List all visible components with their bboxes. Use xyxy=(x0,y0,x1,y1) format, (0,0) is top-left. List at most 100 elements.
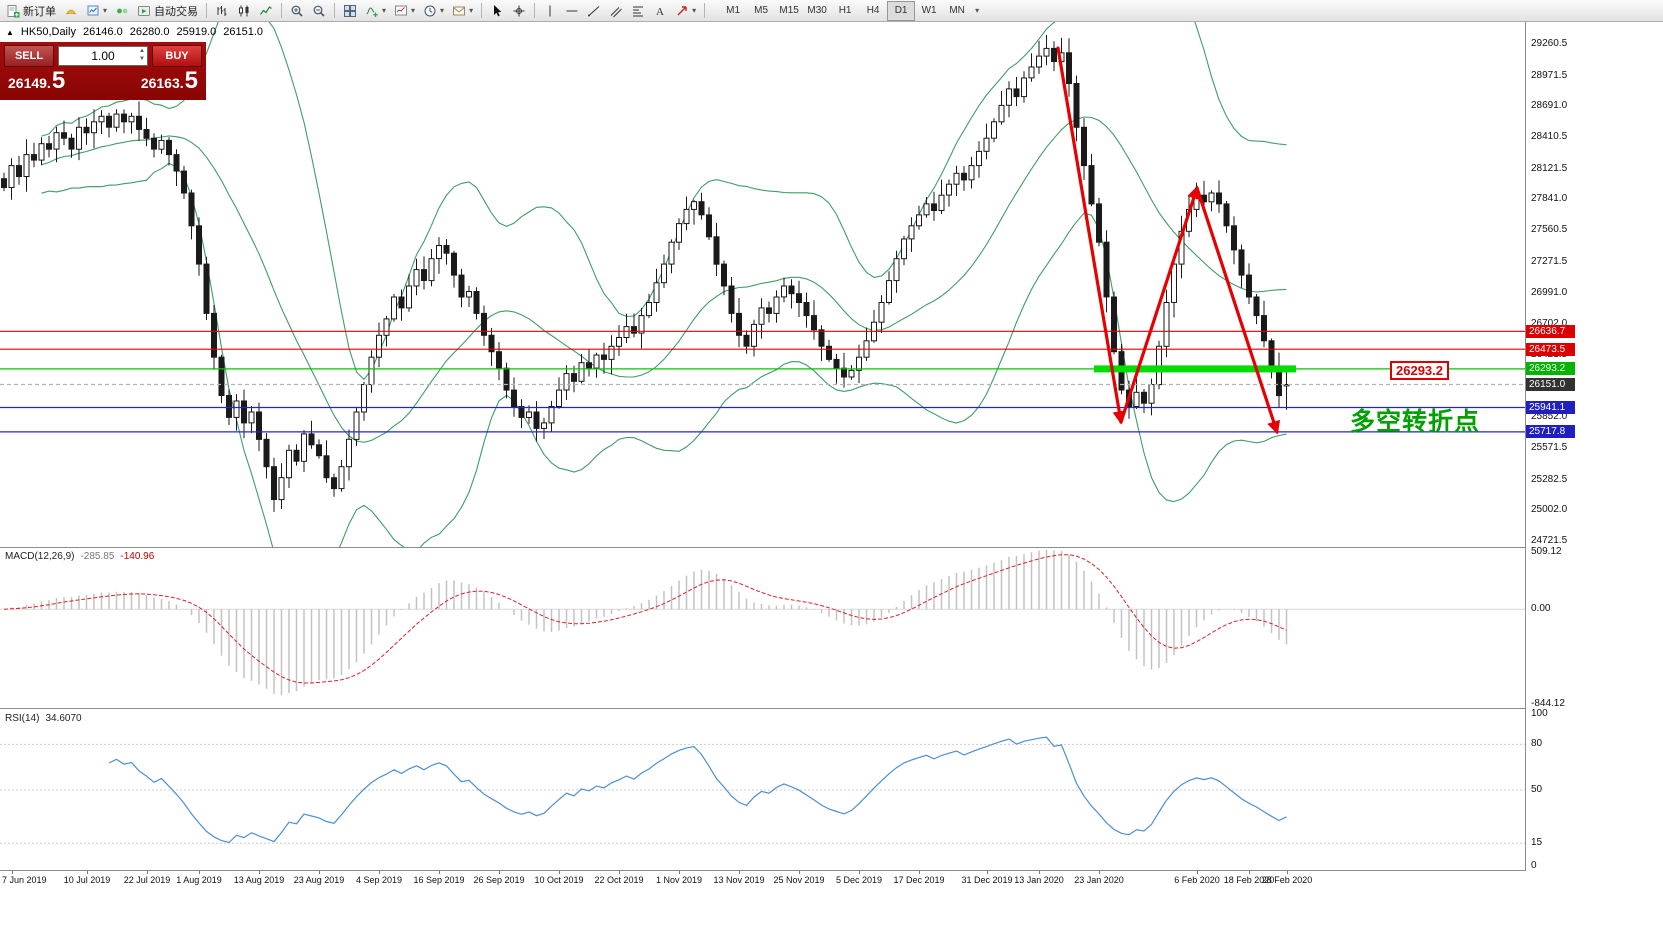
auto-trading-button-label: 自动交易 xyxy=(154,5,199,18)
price-tick: 27271.5 xyxy=(1531,256,1568,267)
time-label: 13 Nov 2019 xyxy=(713,875,765,885)
toolbar-separator xyxy=(704,3,706,18)
timeframe-button-m1[interactable]: M1 xyxy=(726,5,741,16)
one-click-trading-panel: SELL 1.00 ▲ ▼ BUY 26149. 5 26163. 5 xyxy=(0,42,206,100)
buy-price-main: 26163. xyxy=(140,75,184,91)
time-tick xyxy=(12,871,13,874)
mql5-hat-button[interactable] xyxy=(60,0,82,22)
chart-profile-button[interactable]: ▾ xyxy=(82,0,111,22)
arrows-button[interactable]: ▾ xyxy=(671,0,700,22)
mail-icon xyxy=(452,4,466,18)
time-label: 22 Oct 2019 xyxy=(594,875,644,885)
price-tick: 25571.5 xyxy=(1531,442,1568,453)
timeframe-button-m15[interactable]: M15 xyxy=(779,5,799,16)
sell-price[interactable]: 26149. 5 xyxy=(8,69,65,93)
profile-icon xyxy=(86,4,100,18)
rsi-indicator-canvas[interactable] xyxy=(0,710,1525,870)
time-label: 6 Feb 2020 xyxy=(1174,875,1220,885)
news-button[interactable] xyxy=(111,0,133,22)
zoom-out-button[interactable] xyxy=(308,0,330,22)
symbol-label: HK50,Daily xyxy=(20,26,76,38)
price-tick: 24721.5 xyxy=(1531,535,1568,546)
volume-input[interactable]: 1.00 ▲ ▼ xyxy=(58,46,148,66)
rsi-tick: 80 xyxy=(1531,738,1543,749)
buy-price[interactable]: 26163. 5 xyxy=(141,69,198,93)
trendline-button[interactable] xyxy=(583,0,605,22)
crosshair-button[interactable] xyxy=(508,0,530,22)
price-axis[interactable]: 29260.5 28971.5 28691.0 28410.5 28121.5 27841… xyxy=(1525,22,1663,871)
panel-separator[interactable] xyxy=(0,547,1663,548)
turning-point-annotation[interactable]: 多空转折点 xyxy=(1350,408,1481,436)
volume-spinner[interactable]: ▲ ▼ xyxy=(139,47,145,63)
macd-signal-line xyxy=(3,554,1287,684)
time-label: 22 Jul 2019 xyxy=(123,875,171,885)
price-tick: 25002.0 xyxy=(1531,504,1568,515)
time-tick xyxy=(499,871,500,874)
macd-tick: 0.00 xyxy=(1531,603,1551,614)
doc-plus-icon xyxy=(6,4,20,18)
main-chart-canvas[interactable] xyxy=(0,22,1525,547)
time-tick xyxy=(147,871,148,874)
timeframe-button-w1[interactable]: W1 xyxy=(921,5,937,16)
timeframe-button-m30[interactable]: M30 xyxy=(807,5,827,16)
arrows-icon xyxy=(675,4,689,18)
rsi-tick: 50 xyxy=(1531,784,1543,795)
chevron-down-icon: ▾ xyxy=(103,5,108,15)
price-badge: 26473.5 xyxy=(1526,343,1575,356)
time-axis[interactable]: 7 Jun 2019 10 Jul 2019 22 Jul 2019 1 Aug 20… xyxy=(0,871,1663,895)
text-button[interactable]: A xyxy=(649,0,671,22)
svg-text:A: A xyxy=(656,6,664,18)
time-tick xyxy=(439,871,440,874)
timeframe-button-h1[interactable]: H1 xyxy=(838,5,852,16)
fibo-icon xyxy=(631,4,645,18)
new-chart-icon xyxy=(394,4,408,18)
panel-separator[interactable] xyxy=(0,708,1663,709)
sell-price-main: 26149. xyxy=(8,75,51,91)
time-tick xyxy=(199,871,200,874)
macd-indicator-canvas[interactable] xyxy=(0,548,1525,708)
indicators-button[interactable]: ▾ xyxy=(361,0,390,22)
chevron-down-icon: ▾ xyxy=(382,5,387,15)
line-chart-button[interactable] xyxy=(255,0,277,22)
spinner-down-icon[interactable]: ▼ xyxy=(139,56,145,62)
spinner-up-icon[interactable]: ▲ xyxy=(139,48,145,54)
zoom-in-button[interactable] xyxy=(286,0,308,22)
vertical-line-button[interactable] xyxy=(539,0,561,22)
auto-trading-button[interactable]: 自动交易 xyxy=(133,0,202,22)
price-level-label[interactable]: 26293.2 xyxy=(1390,361,1449,380)
price-tick: 28971.5 xyxy=(1531,70,1568,81)
toolbar-overflow-button[interactable]: ▾ xyxy=(971,0,983,22)
mailbox-button[interactable]: ▾ xyxy=(448,0,477,22)
channel-icon xyxy=(609,4,623,18)
time-tick xyxy=(559,871,560,874)
panel-toggle-icon[interactable]: ▲ xyxy=(6,27,14,37)
new-order-button[interactable]: 新订单 xyxy=(2,0,60,22)
channel-button[interactable] xyxy=(605,0,627,22)
timeframe-button-m5[interactable]: M5 xyxy=(754,5,769,16)
horizontal-line-button[interactable] xyxy=(561,0,583,22)
volume-value: 1.00 xyxy=(91,49,115,63)
timeframe-button-mn[interactable]: MN xyxy=(949,5,965,16)
tile-windows-button[interactable] xyxy=(339,0,361,22)
timeframe-button-h4[interactable]: H4 xyxy=(866,5,880,16)
price-tick: 26702.0 xyxy=(1531,318,1568,329)
buy-button[interactable]: BUY xyxy=(152,45,202,67)
support-highlight-bar[interactable] xyxy=(1094,365,1296,373)
price-badge: 25717.8 xyxy=(1526,425,1575,438)
period-clock-button[interactable]: ▾ xyxy=(419,0,448,22)
new-chart-button[interactable]: ▾ xyxy=(390,0,419,22)
bar-chart-button[interactable] xyxy=(211,0,233,22)
panel-separator[interactable] xyxy=(0,870,1663,871)
sell-button[interactable]: SELL xyxy=(4,45,54,67)
timeframe-button-d1[interactable]: D1 xyxy=(887,0,916,21)
time-tick xyxy=(1099,871,1100,874)
toolbar-separator xyxy=(281,3,283,18)
fibonacci-button[interactable] xyxy=(627,0,649,22)
macd-signal-value: -140.96 xyxy=(120,551,155,562)
candlestick-button[interactable] xyxy=(233,0,255,22)
cursor-button[interactable] xyxy=(486,0,508,22)
trend-arrow-annotation[interactable] xyxy=(1056,46,1281,435)
time-label: 17 Dec 2019 xyxy=(893,875,945,885)
bars-icon xyxy=(215,4,229,18)
high-value: 26280.0 xyxy=(129,26,170,38)
